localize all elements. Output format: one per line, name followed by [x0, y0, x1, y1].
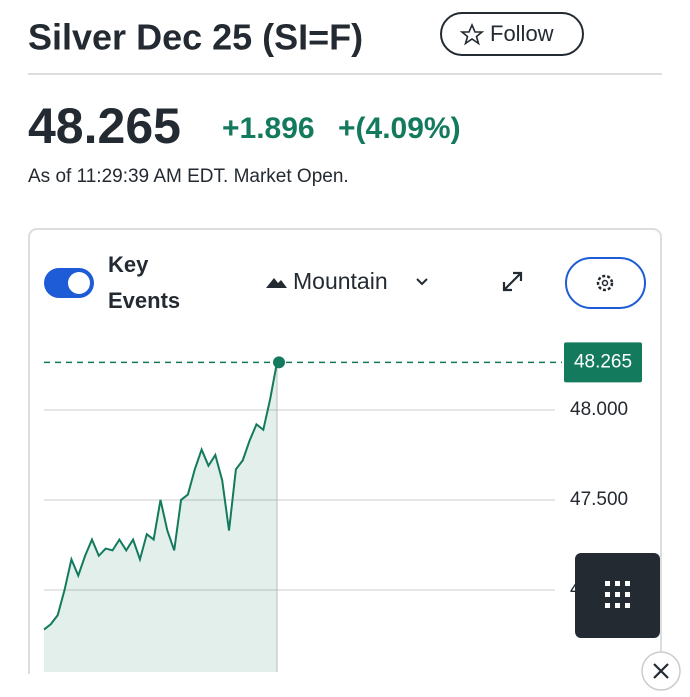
- current-point: [273, 356, 285, 369]
- toggle-knob: [68, 272, 90, 294]
- chevron: [416, 278, 428, 286]
- gear-hub: [601, 279, 609, 287]
- key-events-label: Key: [108, 252, 149, 277]
- chart-card: [28, 228, 662, 697]
- as-of: As of 11:29:39 AM EDT. Market Open.: [28, 166, 349, 187]
- settings-button[interactable]: [565, 257, 646, 309]
- title: Silver Dec 25 (SI=F): [28, 17, 363, 58]
- star-icon: [459, 22, 485, 46]
- change: +1.896: [222, 112, 315, 145]
- expand-icon[interactable]: [502, 271, 523, 292]
- y-tick-label: 47.500: [570, 489, 628, 510]
- key-events-label: Events: [108, 288, 180, 313]
- mountain-icon: [266, 278, 287, 288]
- follow-label[interactable]: Follow: [490, 21, 554, 46]
- area-fill: [44, 362, 277, 672]
- bottom-bar: [0, 674, 690, 692]
- price-line: [43, 362, 278, 631]
- y-tick-label: 48.000: [570, 399, 628, 420]
- price-badge-label: 48.265: [574, 351, 632, 372]
- price-badge: [564, 342, 642, 383]
- chart-type[interactable]: Mountain: [293, 268, 388, 294]
- gear-icon: [596, 274, 614, 292]
- close-icon: [653, 663, 669, 679]
- change-percent: +(4.09%): [338, 112, 461, 145]
- follow-button[interactable]: [440, 12, 584, 56]
- grid-icon: [605, 581, 630, 608]
- price: 48.265: [28, 98, 181, 154]
